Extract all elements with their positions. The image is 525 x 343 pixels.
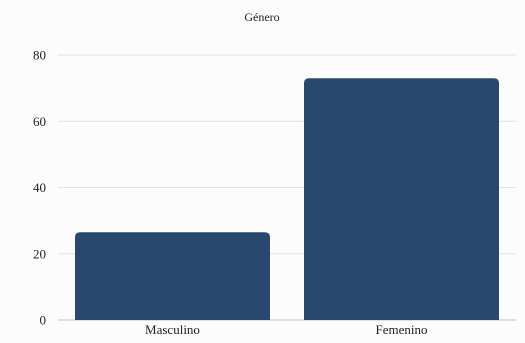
bars [75, 78, 499, 320]
x-category-label: Masculino [145, 322, 200, 337]
x-category-label: Femenino [376, 322, 428, 337]
y-tick-label: 40 [33, 180, 46, 195]
chart-title: Género [244, 10, 279, 24]
y-tick-label: 20 [33, 246, 46, 261]
x-axis-labels: Masculino Femenino [145, 322, 427, 337]
y-axis-ticks: 0 20 40 60 80 [33, 48, 46, 328]
bar-masculino [75, 232, 270, 320]
bar-femenino [304, 78, 499, 320]
y-tick-label: 80 [33, 48, 46, 63]
y-tick-label: 60 [33, 114, 46, 129]
y-tick-label: 0 [40, 313, 47, 328]
